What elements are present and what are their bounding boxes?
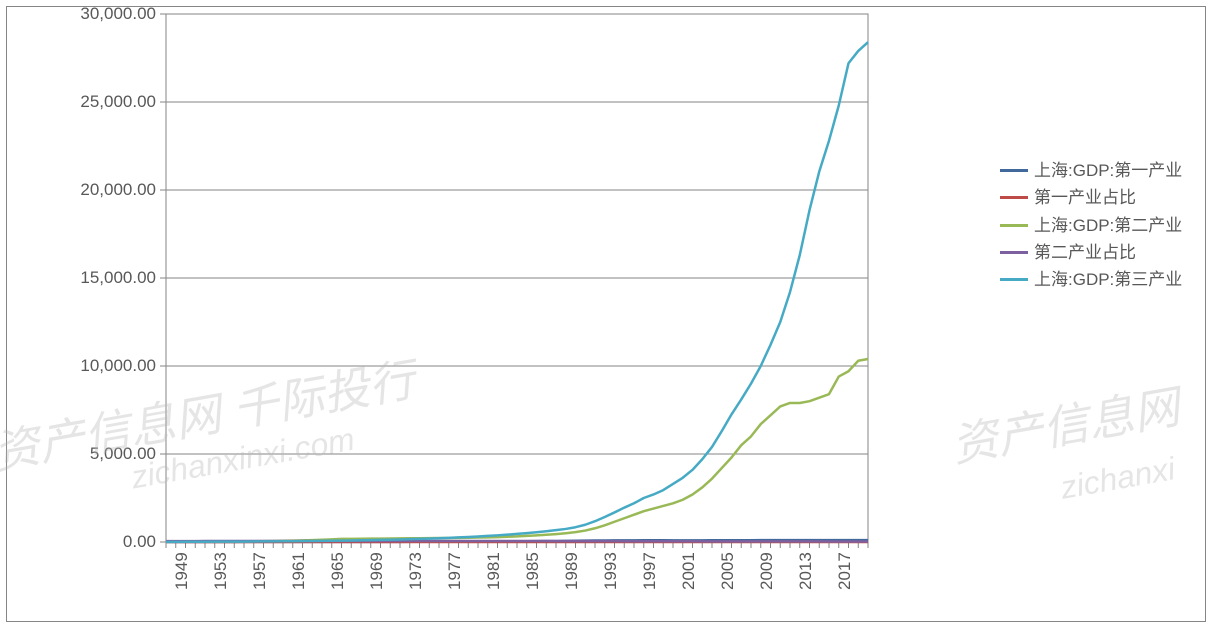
legend-item: 第一产业占比: [1000, 187, 1182, 208]
legend-label: 上海:GDP:第一产业: [1034, 160, 1182, 181]
legend-swatch: [1000, 278, 1028, 281]
y-tick-label: 5,000.00: [46, 444, 156, 464]
x-tick-label: 1985: [523, 552, 543, 590]
x-tick-label: 1961: [289, 552, 309, 590]
legend-swatch: [1000, 224, 1028, 227]
series-line: [166, 359, 868, 542]
x-tick-label: 1977: [445, 552, 465, 590]
y-tick-label: 25,000.00: [46, 92, 156, 112]
y-tick-label: 10,000.00: [46, 356, 156, 376]
x-tick-label: 1989: [562, 552, 582, 590]
x-tick-label: 2009: [757, 552, 777, 590]
y-tick-label: 0.00: [46, 532, 156, 552]
chart-container: { "chart": { "type": "line", "width_px":…: [0, 0, 1212, 628]
y-tick-label: 15,000.00: [46, 268, 156, 288]
x-tick-label: 2013: [796, 552, 816, 590]
legend-swatch: [1000, 251, 1028, 254]
legend-swatch: [1000, 169, 1028, 172]
x-tick-label: 1953: [211, 552, 231, 590]
legend-item: 上海:GDP:第二产业: [1000, 215, 1182, 236]
legend-swatch: [1000, 196, 1028, 199]
x-tick-label: 1949: [172, 552, 192, 590]
x-tick-label: 1993: [601, 552, 621, 590]
y-tick-label: 20,000.00: [46, 180, 156, 200]
legend-label: 第二产业占比: [1034, 242, 1136, 263]
legend-label: 上海:GDP:第三产业: [1034, 269, 1182, 290]
chart-svg: [0, 0, 1212, 628]
legend-item: 上海:GDP:第三产业: [1000, 269, 1182, 290]
x-tick-label: 1997: [640, 552, 660, 590]
y-tick-label: 30,000.00: [46, 4, 156, 24]
legend-label: 第一产业占比: [1034, 187, 1136, 208]
legend-item: 第二产业占比: [1000, 242, 1182, 263]
series-line: [166, 42, 868, 542]
legend-label: 上海:GDP:第二产业: [1034, 215, 1182, 236]
legend-item: 上海:GDP:第一产业: [1000, 160, 1182, 181]
x-tick-label: 2005: [718, 552, 738, 590]
x-tick-label: 1957: [250, 552, 270, 590]
x-tick-label: 1969: [367, 552, 387, 590]
legend: 上海:GDP:第一产业第一产业占比上海:GDP:第二产业第二产业占比上海:GDP…: [1000, 160, 1182, 296]
x-tick-label: 1965: [328, 552, 348, 590]
x-tick-label: 2017: [835, 552, 855, 590]
x-tick-label: 2001: [679, 552, 699, 590]
x-tick-label: 1973: [406, 552, 426, 590]
x-tick-label: 1981: [484, 552, 504, 590]
